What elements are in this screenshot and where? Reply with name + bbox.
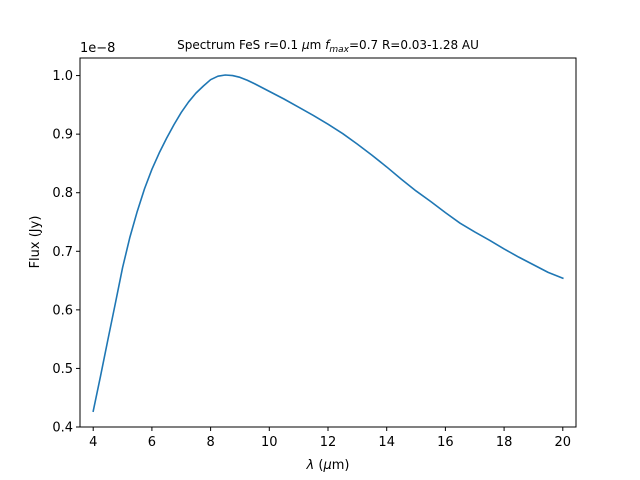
y-tick-label: 0.6	[52, 303, 73, 318]
x-tick-label: 4	[89, 435, 97, 450]
y-tick-label: 0.9	[52, 128, 73, 143]
x-axis-label: λ (μm)	[306, 458, 350, 473]
x-axis-ticks: 4 6 8 10 12 14 16 18 20	[89, 427, 571, 450]
x-tick-label: 6	[148, 435, 156, 450]
y-axis-ticks: 0.4 0.5 0.6 0.7 0.8 0.9 1.0	[52, 69, 80, 436]
x-tick-label: 10	[261, 435, 278, 450]
chart-title: Spectrum FeS r=0.1 μm fmax=0.7 R=0.03-1.…	[177, 38, 479, 55]
x-tick-label: 18	[496, 435, 513, 450]
x-tick-label: 8	[206, 435, 214, 450]
x-tick-label: 14	[378, 435, 395, 450]
x-tick-label: 16	[437, 435, 454, 450]
x-tick-label: 12	[320, 435, 337, 450]
y-tick-label: 0.8	[52, 186, 73, 201]
plot-frame	[79, 57, 577, 428]
y-tick-label: 0.7	[52, 245, 73, 260]
y-axis-label: Flux (Jy)	[28, 216, 43, 269]
y-offset-text: 1e−8	[80, 41, 115, 56]
y-tick-label: 0.4	[52, 421, 73, 436]
y-tick-label: 0.5	[52, 362, 73, 377]
x-tick-label: 20	[555, 435, 572, 450]
flux-series-line	[92, 74, 564, 413]
y-tick-label: 1.0	[52, 69, 73, 84]
